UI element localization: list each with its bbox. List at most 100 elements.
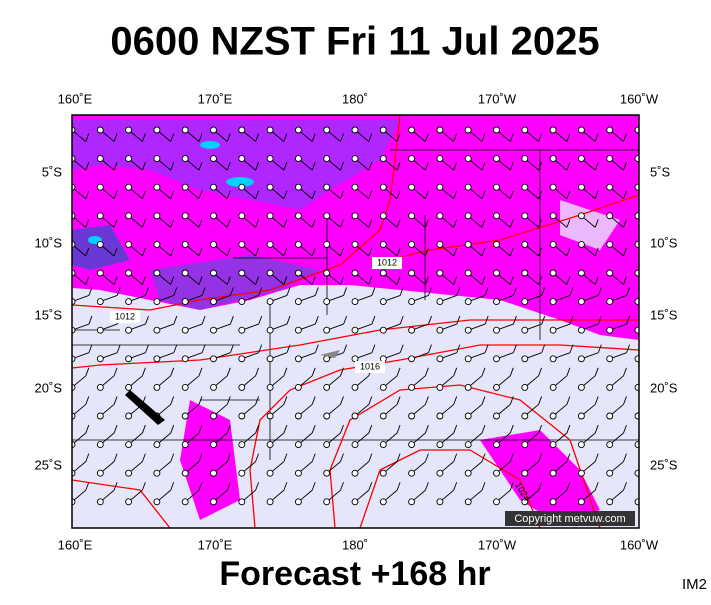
barb-flag [311,482,316,491]
barb-station [238,212,246,220]
barb-flag [226,482,231,491]
barb-flag [396,190,401,199]
barb-flag [481,276,486,285]
barb-station [408,183,416,191]
barb-station [606,383,614,391]
barb-flag [113,247,118,257]
barb-station [521,155,529,163]
barb-station [493,469,500,477]
barb-station [408,469,416,477]
isobar-label-box [110,311,140,323]
barb-station [379,441,387,449]
barb-flag [368,247,373,257]
barb-flag [368,162,373,171]
barb-station [408,240,416,248]
barb-station [606,298,614,306]
barb-flag [538,396,543,405]
barb-station [436,183,444,191]
barb-station [125,212,133,220]
barb-station [351,469,359,477]
barb-flag [368,396,373,405]
barb-station [464,240,472,248]
barb-flag [141,133,146,142]
barb-flag [198,367,203,376]
barb-station [294,469,302,477]
barb-flag [113,219,118,228]
lon-label: 170˚W [478,537,517,552]
barb-station [96,183,104,191]
barb-flag [311,276,316,285]
title: 0600 NZST Fri 11 Jul 2025 [110,20,599,64]
barb-flag [396,247,401,257]
barb-flag [283,424,288,434]
isobars [72,115,639,528]
barb-flag [481,482,486,491]
barb-station [323,326,331,334]
barb-flag [538,162,543,171]
barb-station [238,326,246,334]
map-area [72,115,639,528]
barb-flag [283,247,288,257]
barb-station [436,412,444,420]
barb-flag [141,247,146,257]
barb-flag [229,344,234,353]
barb-flag [623,247,627,257]
barb-station [493,383,500,391]
barb-station [96,212,104,220]
barb-flag [456,287,461,296]
lon-label: 160˚W [620,537,659,552]
barb-flag [623,219,627,228]
barb-flag [509,482,514,491]
barb-station [181,469,189,477]
barb-flag [226,396,231,405]
barb-station [606,498,614,506]
barb-station [521,441,529,449]
barb-station [153,240,161,248]
barb-flag [258,315,263,325]
barb-flag [311,424,316,434]
barb-station [210,412,217,420]
barb-flag [623,367,627,376]
barb-flag [512,315,517,325]
barb-station [408,126,416,134]
lat-label: 5˚S [650,164,671,179]
barb-flag [623,133,627,142]
barb-flag [113,162,118,171]
barb-station [96,412,104,420]
barb-station [323,269,331,277]
barb-station [294,240,302,248]
barb-flag [626,344,631,353]
barb-flag [314,315,319,325]
barb-station [181,155,189,163]
barb-flag [170,396,175,405]
barb-station [125,355,133,363]
barb-flag [116,287,121,296]
barb-flag [255,453,260,462]
barb-flag [597,287,602,296]
barb-station [634,126,639,134]
barb-flag [85,424,90,434]
barb-flag [623,453,627,462]
barb-flag [597,315,602,325]
barb-flag [145,315,149,325]
barb-flag [340,367,344,376]
barb-station [351,240,359,248]
barb-flag [481,424,486,434]
barb-flag [396,162,401,171]
barb-station [266,441,274,449]
barb-station [96,269,104,277]
barb-station [210,498,217,506]
barb-flag [255,396,260,405]
barb-station [96,469,104,477]
barb-flag [283,190,288,199]
barb-station [266,126,274,134]
barb-flag [512,344,517,353]
barb-station [577,298,585,306]
barb-station [379,269,387,277]
barb-flag [113,453,118,462]
barb-station [379,183,387,191]
barb-flag [453,453,458,462]
barb-flag [594,482,599,491]
barb-flag [453,190,458,199]
barb-station [153,269,161,277]
